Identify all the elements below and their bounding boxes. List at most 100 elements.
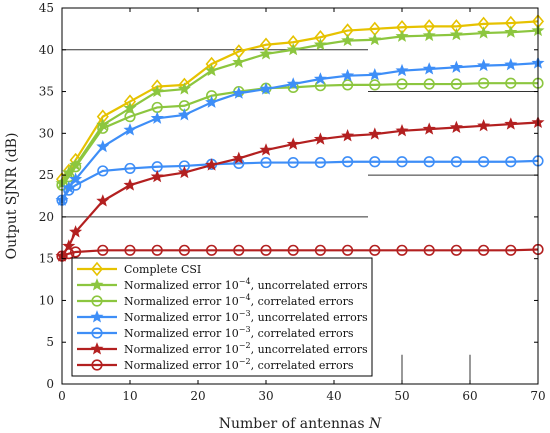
x-tick-label: 0 (58, 389, 66, 403)
x-axis-label-var: N (368, 416, 382, 432)
legend-item: Normalized error 10−4, uncorrelated erro… (77, 277, 368, 292)
x-tick-label: 70 (530, 389, 545, 403)
data-point (478, 244, 490, 256)
legend-swatch-marker (90, 342, 104, 355)
data-point (478, 156, 490, 168)
legend-item: Normalized error 10−3, correlated errors (77, 325, 354, 340)
data-point (314, 156, 327, 169)
data-point (395, 124, 409, 137)
legend-swatch-marker (90, 261, 104, 277)
plot-frame (61, 7, 539, 385)
data-point (124, 162, 136, 175)
legend-label-main: Normalized error 10 (124, 327, 239, 340)
data-point (150, 84, 164, 98)
data-point (478, 77, 490, 89)
data-point (422, 122, 436, 135)
data-point (505, 244, 517, 256)
series-5 (56, 155, 544, 206)
data-point (395, 63, 409, 77)
data-point (477, 118, 491, 132)
data-point (395, 29, 409, 42)
legend-label-exponent: −3 (239, 325, 251, 334)
data-point (313, 72, 327, 85)
legend-label-suffix: , uncorrelated errors (251, 279, 368, 292)
data-point (287, 156, 299, 169)
legend-label-exponent: −3 (239, 309, 251, 318)
series-line (61, 62, 539, 201)
data-point (423, 244, 435, 256)
data-point (369, 156, 381, 168)
y-tick-label: 0 (46, 377, 54, 391)
legend-item: Normalized error 10−2, uncorrelated erro… (77, 341, 368, 356)
data-point (206, 244, 218, 256)
y-tick-label: 5 (46, 335, 54, 349)
data-point (341, 129, 355, 142)
data-point (69, 172, 83, 185)
legend-item: Normalized error 10−3, uncorrelated erro… (77, 309, 368, 324)
legend-swatch-marker (90, 310, 104, 323)
data-point (341, 33, 355, 47)
data-point (368, 68, 382, 81)
data-point (396, 78, 408, 90)
data-point (449, 27, 463, 41)
x-tick-label: 20 (190, 389, 205, 403)
legend-label-main: Complete CSI (124, 263, 201, 276)
data-point (178, 244, 190, 256)
data-point (69, 161, 82, 173)
series-line (61, 29, 539, 185)
legend-label-suffix: , correlated errors (251, 295, 354, 308)
legend-box (71, 257, 373, 377)
data-point (313, 37, 327, 51)
data-point (150, 169, 164, 183)
data-point (259, 143, 273, 156)
data-point (123, 178, 137, 191)
y-tick-label: 35 (39, 85, 54, 99)
data-point (124, 244, 136, 256)
legend-label-main: Normalized error 10 (124, 311, 239, 324)
data-point (97, 244, 109, 256)
data-point (259, 47, 273, 60)
axis-ticks: 0 10 20 30 40 50 60 70 0 5 10 15 20 25 30 35 40 45 (39, 1, 546, 403)
series-line (61, 121, 539, 257)
data-point (123, 123, 137, 136)
data-point (342, 79, 354, 91)
series-2 (55, 23, 545, 189)
legend-swatch-marker (90, 278, 104, 291)
legend-item: Complete CSI (77, 261, 201, 277)
data-point (368, 127, 382, 140)
data-point (97, 122, 109, 134)
legend-label: Normalized error 10−4, correlated errors (124, 293, 354, 308)
legend-item: Normalized error 10−4, correlated errors (77, 293, 354, 308)
data-point (504, 25, 518, 38)
series-line (61, 159, 539, 201)
data-point (205, 63, 219, 77)
data-point (396, 156, 408, 168)
legend-swatch-marker (91, 327, 103, 339)
data-point (369, 244, 381, 256)
legend-label-main: Normalized error 10 (124, 359, 239, 372)
data-point (423, 78, 435, 90)
data-point (69, 225, 83, 238)
legend-label: Normalized error 10−3, uncorrelated erro… (124, 309, 368, 324)
data-point (449, 60, 463, 73)
data-point (505, 77, 517, 89)
data-point (151, 244, 163, 256)
data-point (97, 165, 109, 177)
legend-label: Normalized error 10−2, correlated errors (124, 357, 354, 372)
data-point (505, 156, 517, 168)
data-point (368, 32, 382, 46)
data-point (123, 101, 137, 114)
data-point (369, 79, 381, 91)
legend-item: Normalized error 10−2, correlated errors (77, 357, 354, 372)
legend-label-main: Normalized error 10 (124, 295, 239, 308)
data-point (313, 132, 327, 145)
legend-label-exponent: −2 (239, 341, 251, 350)
legend-label-suffix: , correlated errors (251, 359, 354, 372)
data-point (477, 26, 491, 39)
data-point (232, 151, 246, 164)
data-point (504, 117, 518, 130)
data-point (422, 28, 436, 42)
legend-label-suffix: , uncorrelated errors (251, 311, 368, 324)
series-6 (55, 115, 545, 262)
